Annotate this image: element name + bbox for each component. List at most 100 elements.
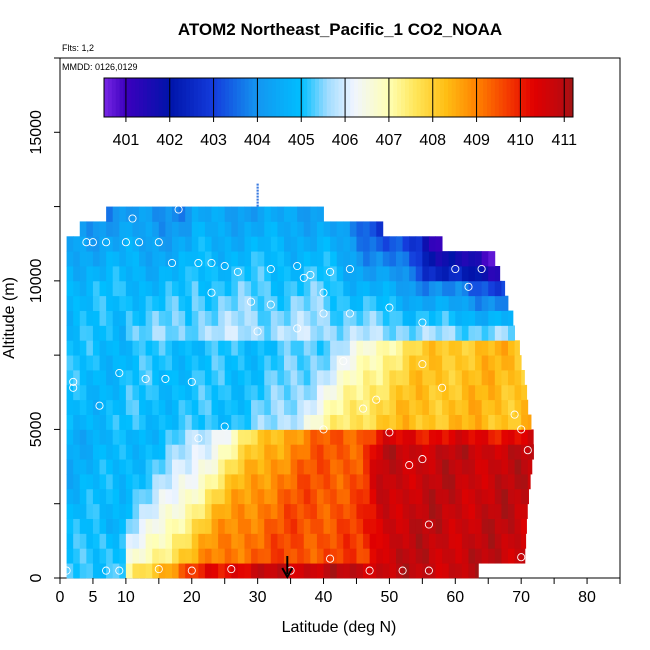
curtain-cell <box>415 310 423 326</box>
curtain-cell <box>316 251 324 267</box>
colorbar-segment <box>322 78 328 117</box>
curtain-cell <box>237 414 245 430</box>
curtain-cell <box>330 280 338 297</box>
sample-point <box>220 422 229 431</box>
curtain-cell <box>270 414 278 430</box>
curtain-cell <box>86 251 94 267</box>
curtain-cell <box>132 340 140 356</box>
curtain-cell <box>66 340 74 356</box>
curtain-cell <box>145 459 153 475</box>
x-tick-label: 5 <box>88 589 97 606</box>
curtain-cell <box>172 325 179 341</box>
curtain-cell <box>290 355 298 371</box>
colorbar-segment <box>248 78 254 117</box>
curtain-cell <box>389 355 397 371</box>
curtain-cell <box>191 474 199 490</box>
curtain-cell <box>99 474 107 490</box>
curtain-cell <box>435 444 443 460</box>
curtain-cell <box>343 444 351 460</box>
curtain-cell <box>297 429 305 445</box>
curtain-cell <box>343 429 351 445</box>
curtain-cell <box>402 518 410 534</box>
sample-point <box>121 238 130 247</box>
curtain-cell <box>231 548 239 564</box>
curtain-cell <box>508 548 515 564</box>
curtain-cell <box>152 310 160 326</box>
curtain-cell <box>297 503 305 519</box>
curtain-cell <box>191 236 199 252</box>
curtain-cell <box>376 295 384 311</box>
curtain-cell <box>185 488 193 505</box>
curtain-cell <box>152 503 160 519</box>
curtain-cell <box>106 518 114 534</box>
curtain-cell <box>415 266 423 282</box>
curtain-cell <box>389 310 397 326</box>
curtain-cell <box>251 221 259 237</box>
curtain-cell <box>145 474 153 490</box>
curtain-cell <box>330 325 338 341</box>
curtain-cell <box>112 355 120 371</box>
curtain-cell <box>139 429 147 445</box>
colorbar-segment <box>279 78 285 117</box>
colorbar-segment <box>565 78 570 117</box>
curtain-cell <box>290 384 298 401</box>
curtain-cell <box>501 444 509 460</box>
curtain-cell <box>178 533 186 549</box>
sample-point <box>405 461 414 470</box>
curtain-cell <box>73 429 81 445</box>
curtain-cell <box>455 384 463 401</box>
curtain-cell <box>494 548 502 564</box>
curtain-cell <box>442 518 450 534</box>
sample-point <box>418 455 427 464</box>
curtain-cell <box>172 384 179 401</box>
curtain-cell <box>112 533 120 549</box>
curtain-cell <box>251 533 259 549</box>
curtain-cell <box>119 370 127 386</box>
curtain-cell <box>145 414 153 430</box>
curtain-cell <box>132 548 140 564</box>
curtain-cell <box>86 399 94 415</box>
curtain-cell <box>494 384 502 401</box>
curtain-cell <box>172 310 179 326</box>
curtain-cell <box>356 310 364 326</box>
curtain-cell <box>270 266 278 282</box>
sample-point <box>115 566 124 575</box>
curtain-cell <box>218 266 226 282</box>
curtain-cell <box>514 414 522 430</box>
curtain-cell <box>475 340 483 356</box>
curtain-cell <box>79 221 87 237</box>
curtain-cell <box>468 340 476 356</box>
curtain-cell <box>468 459 476 475</box>
curtain-cell <box>422 310 430 326</box>
curtain-cell <box>237 206 245 222</box>
curtain-cell <box>343 251 351 267</box>
x-tick-label: 40 <box>315 589 333 606</box>
colorbar-segment <box>264 78 269 117</box>
y-tick-label: 15000 <box>28 110 45 155</box>
curtain-cell <box>475 384 483 401</box>
curtain-cell <box>218 236 226 252</box>
curtain-cell <box>145 221 153 237</box>
curtain-cell <box>224 221 232 237</box>
curtain-cell <box>369 340 377 356</box>
curtain-cell <box>475 295 483 311</box>
curtain-cell <box>336 340 344 356</box>
curtain-cell <box>185 295 193 311</box>
curtain-cell <box>244 563 252 579</box>
curtain-cell <box>264 251 272 267</box>
curtain-cell <box>349 340 357 356</box>
curtain-cell <box>297 221 305 237</box>
curtain-cell <box>475 251 483 267</box>
curtain-cell <box>119 533 127 549</box>
curtain-cell <box>119 384 127 401</box>
curtain-cell <box>508 399 515 415</box>
curtain-cell <box>257 444 265 460</box>
curtain-cell <box>119 414 127 430</box>
curtain-cell <box>428 236 436 252</box>
curtain-cell <box>468 310 476 326</box>
curtain-cell <box>310 414 318 430</box>
curtain-cell <box>270 533 278 549</box>
curtain-cell <box>204 370 212 386</box>
curtain-cell <box>132 414 140 430</box>
curtain-cell <box>172 370 179 386</box>
